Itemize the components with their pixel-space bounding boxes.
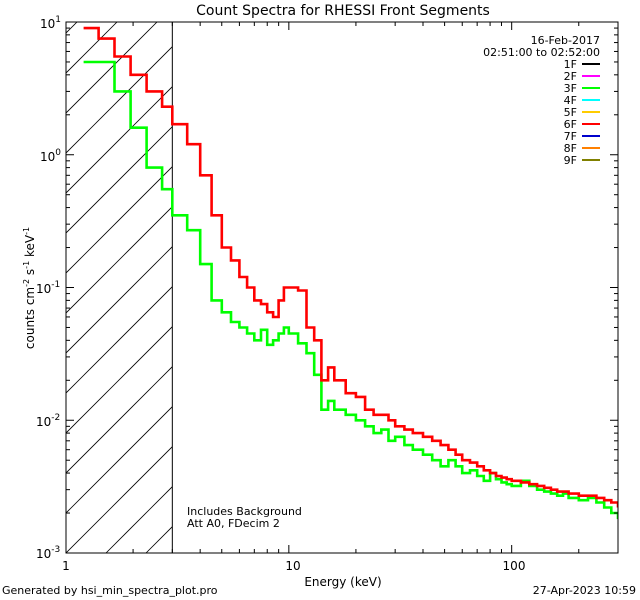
hatch-line	[105, 486, 173, 553]
footer-timestamp: 27-Apr-2023 10:59	[533, 584, 636, 597]
plot-frame	[65, 21, 619, 554]
legend-label-5F: 5F	[564, 106, 577, 119]
hatch-line	[66, 22, 78, 34]
hatch-line	[66, 22, 158, 114]
annotation-background: Includes Background	[187, 505, 302, 518]
hatch-line	[66, 86, 173, 194]
hatch-line	[66, 166, 173, 274]
series-layer	[83, 26, 618, 520]
hatch-line	[66, 446, 173, 553]
annotation-attenuator: Att A0, FDecim 2	[187, 517, 280, 530]
hatch-line	[66, 206, 173, 314]
time-range: 02:51:00 to 02:52:00	[483, 46, 600, 59]
hatch-line	[66, 46, 173, 154]
y-tick-labels: 101 100 10-1 10-2 10-3	[36, 15, 61, 561]
series-line-6F	[83, 26, 618, 508]
observation-date: 16-Feb-2017	[531, 34, 600, 47]
hatch-line	[66, 246, 173, 354]
y-axis-label: counts cm-2 s-1 keV-1	[22, 227, 37, 349]
legend-label-3F: 3F	[564, 82, 577, 95]
legend-label-7F: 7F	[564, 130, 577, 143]
y-tick-label: 10-3	[36, 545, 60, 561]
hatch-line	[0, 0, 106, 553]
chart-title: Count Spectra for RHESSI Front Segments	[196, 3, 490, 19]
hatch-line	[66, 22, 118, 74]
generated-by: Generated by hsi_min_spectra_plot.pro	[2, 584, 218, 597]
legend-label-8F: 8F	[564, 142, 577, 155]
legend-label-1F: 1F	[564, 58, 577, 71]
hatch-line	[66, 286, 173, 394]
hatch-line	[66, 406, 173, 514]
x-tick-label: 10	[285, 559, 300, 573]
hatch-line	[66, 326, 173, 434]
legend-label-9F: 9F	[564, 154, 577, 167]
y-tick-label: 10-1	[36, 280, 60, 296]
x-tick-labels: 1 10 100	[62, 559, 525, 573]
legend-label-4F: 4F	[564, 94, 577, 107]
x-axis-label: Energy (keV)	[304, 575, 381, 589]
hatched-region	[0, 0, 640, 553]
hatch-line	[226, 0, 640, 553]
y-tick-label: 10-2	[36, 413, 60, 429]
hatch-line	[66, 126, 173, 234]
hatch-line	[66, 366, 173, 474]
legend-label-2F: 2F	[564, 70, 577, 83]
y-tick-label: 100	[40, 148, 61, 164]
axis-ticks	[65, 21, 619, 554]
y-tick-label: 101	[40, 15, 61, 31]
x-tick-label: 1	[62, 559, 70, 573]
series-line-3F	[83, 60, 618, 520]
x-tick-label: 100	[503, 559, 526, 573]
legend-label-6F: 6F	[564, 118, 577, 131]
